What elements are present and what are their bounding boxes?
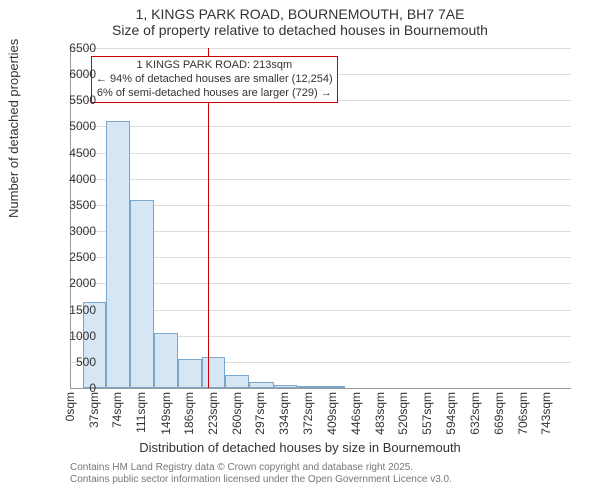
y-tick-label: 5500: [36, 93, 96, 107]
y-tick-label: 6500: [36, 41, 96, 55]
x-tick-label: 149sqm: [159, 392, 173, 435]
y-tick-label: 500: [36, 355, 96, 369]
footer-line1: Contains HM Land Registry data © Crown c…: [70, 462, 452, 474]
histogram-bar: [178, 359, 202, 388]
x-tick-label: 0sqm: [63, 392, 77, 421]
histogram-bar: [321, 386, 345, 388]
x-axis-label: Distribution of detached houses by size …: [0, 440, 600, 455]
y-tick-label: 5000: [36, 119, 96, 133]
x-tick-label: 557sqm: [420, 392, 434, 435]
histogram-bar: [130, 200, 154, 388]
x-tick-label: 334sqm: [277, 392, 291, 435]
y-axis-label: Number of detached properties: [6, 39, 21, 218]
x-tick-label: 111sqm: [134, 392, 148, 433]
histogram-bar: [154, 333, 178, 388]
x-tick-label: 632sqm: [468, 392, 482, 435]
histogram-bar: [202, 357, 226, 388]
plot-area: 1 KINGS PARK ROAD: 213sqm← 94% of detach…: [70, 48, 571, 389]
histogram-bar: [297, 386, 321, 388]
x-tick-label: 706sqm: [516, 392, 530, 435]
gridline-h: [71, 179, 571, 180]
y-tick-label: 4500: [36, 146, 96, 160]
title-block: 1, KINGS PARK ROAD, BOURNEMOUTH, BH7 7AE…: [0, 0, 600, 38]
x-tick-label: 372sqm: [301, 392, 315, 435]
histogram-bar: [106, 121, 130, 388]
gridline-h: [71, 126, 571, 127]
x-tick-label: 520sqm: [396, 392, 410, 435]
y-tick-label: 3000: [36, 224, 96, 238]
x-tick-label: 743sqm: [539, 392, 553, 435]
histogram-bar: [249, 382, 273, 388]
footer-line2: Contains public sector information licen…: [70, 474, 452, 486]
x-tick-label: 223sqm: [206, 392, 220, 435]
title-line1: 1, KINGS PARK ROAD, BOURNEMOUTH, BH7 7AE: [0, 6, 600, 22]
annotation-line: 6% of semi-detached houses are larger (7…: [96, 87, 333, 101]
x-tick-label: 409sqm: [325, 392, 339, 435]
y-tick-label: 1000: [36, 329, 96, 343]
x-tick-label: 74sqm: [110, 392, 124, 428]
y-tick-label: 1500: [36, 303, 96, 317]
x-tick-label: 446sqm: [349, 392, 363, 435]
x-tick-label: 37sqm: [87, 392, 101, 428]
histogram-bar: [225, 375, 249, 388]
chart-container: 1, KINGS PARK ROAD, BOURNEMOUTH, BH7 7AE…: [0, 0, 600, 500]
annotation-box: 1 KINGS PARK ROAD: 213sqm← 94% of detach…: [91, 56, 338, 103]
gridline-h: [71, 153, 571, 154]
histogram-bar: [274, 385, 298, 388]
x-tick-label: 297sqm: [253, 392, 267, 435]
x-tick-label: 594sqm: [444, 392, 458, 435]
y-tick-label: 2500: [36, 250, 96, 264]
y-tick-label: 3500: [36, 198, 96, 212]
title-line2: Size of property relative to detached ho…: [0, 22, 600, 38]
x-tick-label: 186sqm: [182, 392, 196, 435]
annotation-line: 1 KINGS PARK ROAD: 213sqm: [96, 59, 333, 73]
y-tick-label: 6000: [36, 67, 96, 81]
gridline-h: [71, 48, 571, 49]
annotation-line: ← 94% of detached houses are smaller (12…: [96, 73, 333, 87]
y-tick-label: 4000: [36, 172, 96, 186]
x-tick-label: 260sqm: [230, 392, 244, 435]
x-tick-label: 669sqm: [492, 392, 506, 435]
footer: Contains HM Land Registry data © Crown c…: [70, 462, 452, 486]
y-tick-label: 2000: [36, 276, 96, 290]
x-tick-label: 483sqm: [373, 392, 387, 435]
